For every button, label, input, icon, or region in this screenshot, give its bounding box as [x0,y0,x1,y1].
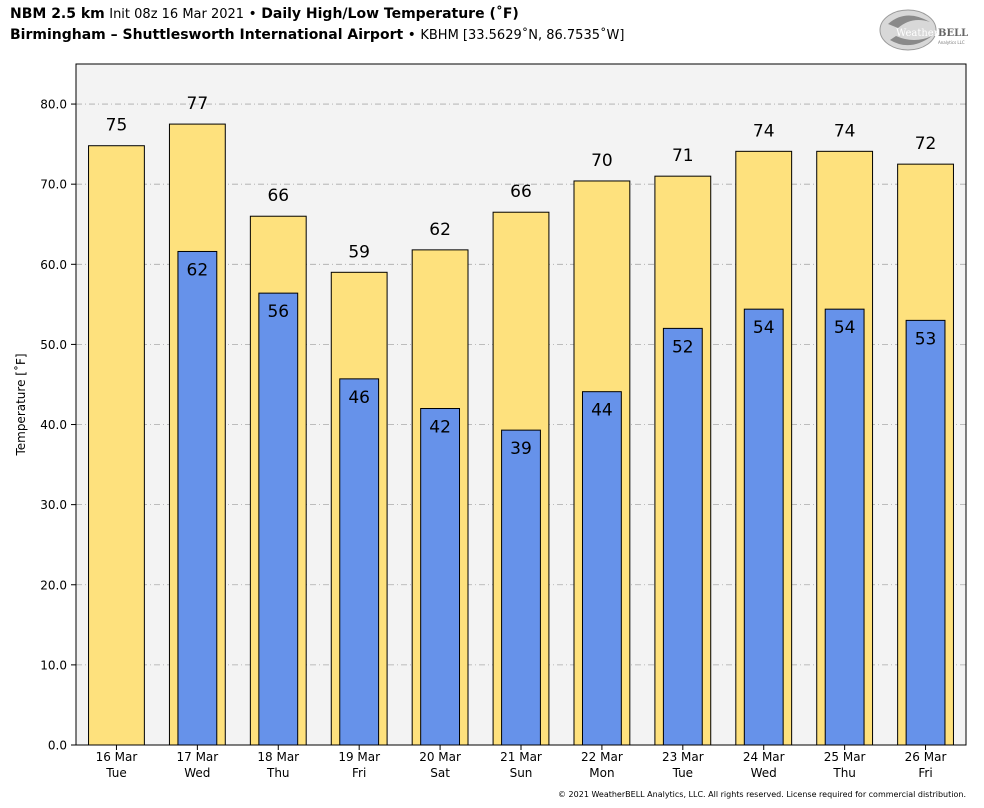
low-temp-label: 42 [429,418,451,438]
x-tick-label-day: Thu [266,766,290,780]
high-temp-label: 77 [187,94,209,114]
y-tick-label: 70.0 [40,178,67,192]
high-temp-bar [88,145,145,746]
x-tick-label-date: 21 Mar [500,750,542,764]
bars [88,123,954,746]
x-tick-label-date: 23 Mar [662,750,704,764]
weatherbell-logo: Weather BELL Analytics LLC [879,9,968,51]
low-temp-bar [339,378,380,746]
y-tick-label: 10.0 [40,658,67,672]
x-tick-label-date: 25 Mar [824,750,866,764]
x-tick-label-date: 16 Mar [96,750,138,764]
x-tick-label-day: Mon [589,766,614,780]
logo-text-c: Analytics LLC [938,40,965,45]
high-temp-label: 71 [672,146,694,166]
plot-frame [75,63,967,746]
x-tick-label-date: 17 Mar [176,750,218,764]
x-tick-label-date: 18 Mar [257,750,299,764]
axes: 0.0 10.0 20.0 30.0 40.0 50.0 60.0 70.0 80.0 16 Ma… [40,63,967,780]
init-time: Init 08z 16 Mar 2021 [109,7,245,22]
high-temp-label: 74 [753,121,775,141]
y-tick-label: 50.0 [40,338,67,352]
copyright-notice: © 2021 WeatherBELL Analytics, LLC. All r… [558,790,966,799]
low-temp-bar [581,391,622,746]
x-tick-label-day: Wed [184,766,210,780]
bullet: • [407,27,416,43]
low-temp-label: 54 [834,318,856,338]
high-temp-label: 66 [510,182,532,202]
low-temp-bar [501,429,541,746]
high-temp-label: 74 [834,121,856,141]
x-tick-label-day: Sun [510,766,533,780]
logo-swirl-arc [888,15,930,28]
low-temp-label: 54 [753,318,775,338]
high-temp-label: 75 [106,116,128,136]
x-tick-label-day: Tue [105,766,127,780]
x-tick-label-day: Fri [352,766,366,780]
logo-text-a: Weather [896,28,939,39]
high-temp-label: 59 [348,242,370,262]
x-tick-label-date: 19 Mar [338,750,380,764]
logo-swirl-arc [890,36,932,46]
x-tick-label-date: 20 Mar [419,750,461,764]
logo-text-b: BELL [938,28,968,39]
high-temp-label: 66 [267,186,289,206]
y-tick-label: 60.0 [40,258,67,272]
low-temp-bar [420,408,461,746]
x-tick-label-day: Sat [430,766,450,780]
high-temp-label: 62 [429,220,451,240]
y-tick-label: 0.0 [48,739,67,753]
low-temp-label: 44 [591,401,613,421]
low-temp-bar [824,308,865,746]
x-tick-label-date: 24 Mar [743,750,785,764]
low-temp-label: 56 [267,302,289,322]
low-temp-label: 52 [672,337,694,357]
y-axis-label: Temperature [˚F] [13,353,28,456]
low-temp-label: 62 [187,260,209,280]
y-tick-label: 40.0 [40,418,67,432]
data-labels: 75 77 62 66 56 59 46 62 42 66 39 70 44 71 52 74 54 74 54 72… [106,94,937,459]
x-tick-label-day: Thu [832,766,856,780]
station-info: KBHM [33.5629˚N, 86.7535˚W] [420,28,625,43]
low-temp-bar [662,327,703,746]
low-temp-label: 53 [915,329,937,349]
x-tick-label-day: Wed [751,766,777,780]
y-tick-label: 20.0 [40,578,67,592]
high-temp-label: 70 [591,151,613,171]
x-tick-label-day: Fri [918,766,932,780]
low-temp-bar [258,292,299,746]
low-temp-label: 39 [510,439,532,459]
chart-header-line-2: Birmingham – Shuttlesworth International… [10,27,624,43]
low-temp-label: 46 [348,388,370,408]
low-temp-bar [905,319,946,746]
high-temp-label: 72 [915,134,937,154]
x-tick-label-date: 26 Mar [905,750,947,764]
chart-header-line-1: NBM 2.5 km Init 08z 16 Mar 2021 • Daily … [10,6,519,22]
low-temp-bar [743,308,784,746]
bullet: • [248,6,257,22]
y-tick-label: 80.0 [40,98,67,112]
location-name: Birmingham – Shuttlesworth International… [10,27,404,43]
y-tick-label: 30.0 [40,498,67,512]
x-tick-label-day: Tue [672,766,694,780]
x-tick-label-date: 22 Mar [581,750,623,764]
product-title: Daily High/Low Temperature (˚F) [261,6,519,22]
model-name: NBM 2.5 km [10,6,105,22]
low-temp-bar [177,250,218,746]
